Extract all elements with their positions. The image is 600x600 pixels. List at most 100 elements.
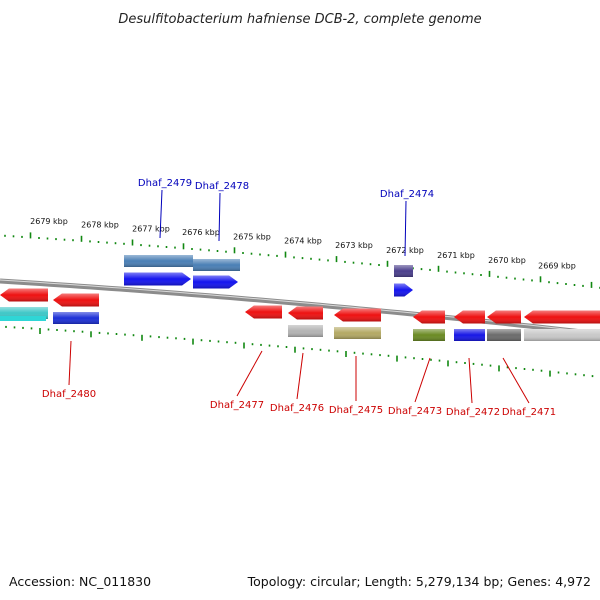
lower-tick xyxy=(98,331,101,334)
gene-label-Dhaf_2475: Dhaf_2475 xyxy=(329,405,383,416)
upper-tick xyxy=(429,268,431,271)
lower-tick xyxy=(523,368,526,370)
lower-tick xyxy=(319,348,322,351)
lower-tick xyxy=(336,350,339,353)
upper-tick xyxy=(259,253,261,256)
lower-tick xyxy=(549,370,551,377)
lower-tick xyxy=(39,328,41,334)
upper-tick xyxy=(352,261,355,264)
lower-tick xyxy=(226,341,228,344)
reverse-gene-Dhaf_2480 xyxy=(53,293,99,324)
tick-label: 2673 kbp xyxy=(335,241,373,250)
upper-tick xyxy=(497,275,499,278)
lower-tick xyxy=(149,335,152,338)
upper-tick xyxy=(301,257,304,260)
reverse-gene-Dhaf_2476 xyxy=(288,306,323,337)
upper-tick xyxy=(165,246,168,248)
upper-tick xyxy=(123,242,125,245)
forward-gene-Dhaf_2474 xyxy=(394,265,413,297)
lower-tick xyxy=(370,353,373,356)
tick-label: 2669 kbp xyxy=(538,262,576,271)
lower-tick xyxy=(64,329,67,332)
gene-arrow-shade xyxy=(394,283,413,297)
upper-tick xyxy=(63,238,66,241)
lower-tick xyxy=(481,363,483,366)
feature-bar-shade xyxy=(334,327,381,339)
reverse-gene-Dhaf_2473 xyxy=(413,310,445,341)
upper-tick xyxy=(463,272,465,275)
upper-tick xyxy=(46,237,49,240)
tick-label: 2670 kbp xyxy=(488,256,526,265)
reverse-gene-gene-a xyxy=(0,288,48,319)
upper-tick xyxy=(488,270,491,277)
upper-tick xyxy=(233,247,236,254)
gene-label-Dhaf_2476: Dhaf_2476 xyxy=(270,403,324,414)
reverse-gene-Dhaf_2472 xyxy=(454,310,485,341)
lower-tick xyxy=(413,357,415,360)
leader-line xyxy=(414,357,431,403)
leader-line xyxy=(468,357,473,404)
lower-tick xyxy=(158,336,160,339)
upper-tick xyxy=(590,281,593,288)
forward-gene-Dhaf_2478 xyxy=(193,259,240,289)
upper-tick xyxy=(556,282,559,285)
lower-tick xyxy=(285,346,288,348)
lower-tick xyxy=(234,341,237,344)
lower-tick xyxy=(583,374,585,377)
gene-label-Dhaf_2471: Dhaf_2471 xyxy=(502,407,556,418)
lower-tick xyxy=(472,362,475,365)
reverse-gene-Dhaf_2475 xyxy=(334,308,381,339)
upper-tick xyxy=(437,265,440,272)
tick-label: 2679 kbp xyxy=(30,217,68,226)
gene-label-Dhaf_2479: Dhaf_2479 xyxy=(138,178,192,189)
upper-tick xyxy=(38,237,40,239)
lower-tick xyxy=(302,347,305,350)
upper-tick xyxy=(157,245,159,248)
lower-tick xyxy=(175,337,177,340)
upper-tick xyxy=(216,250,219,252)
leader-line xyxy=(236,350,263,397)
tick-label: 2671 kbp xyxy=(437,251,475,260)
lower-tick xyxy=(430,358,432,361)
lower-tick xyxy=(421,358,424,360)
upper-tick xyxy=(522,278,525,281)
lower-tick xyxy=(5,325,7,328)
gene-arrow-shade xyxy=(193,275,238,289)
gene-labels: Dhaf_2479 Dhaf_2478 Dhaf_2474 Dhaf_2480 Dhaf… xyxy=(42,178,556,418)
lower-tick xyxy=(379,354,381,357)
upper-tick xyxy=(114,242,117,245)
upper-tick xyxy=(327,259,329,262)
lower-tick xyxy=(30,327,33,330)
reverse-gene-Dhaf_2471 xyxy=(487,310,521,341)
lower-tick xyxy=(277,345,279,348)
lower-tick xyxy=(90,331,92,338)
lower-tick xyxy=(404,356,407,359)
gene-label-Dhaf_2480: Dhaf_2480 xyxy=(42,389,96,400)
lower-tick xyxy=(73,330,75,333)
tick-label: 2676 kbp xyxy=(182,228,220,237)
upper-tick xyxy=(199,248,202,251)
upper-tick xyxy=(276,254,278,257)
lower-tick xyxy=(455,361,458,364)
leader-line xyxy=(218,192,221,242)
upper-tick xyxy=(148,244,151,247)
upper-tick xyxy=(284,251,287,258)
upper-tick xyxy=(131,239,134,246)
upper-tick xyxy=(55,238,57,241)
reverse-gene-gene-b xyxy=(524,310,600,341)
lower-tick xyxy=(166,336,169,339)
upper-tick xyxy=(480,274,482,276)
lower-tick xyxy=(328,349,330,352)
upper-tick xyxy=(97,241,100,243)
upper-tick xyxy=(225,250,227,253)
leader-line xyxy=(159,189,163,239)
leader-line xyxy=(68,340,72,386)
leader-line xyxy=(404,200,407,257)
reverse-strand-genes xyxy=(0,288,600,341)
tick-label: 2678 kbp xyxy=(81,221,119,230)
lower-tick xyxy=(22,326,24,329)
upper-tick xyxy=(250,252,253,255)
upper-tick xyxy=(208,249,210,252)
lower-tick xyxy=(515,367,517,370)
